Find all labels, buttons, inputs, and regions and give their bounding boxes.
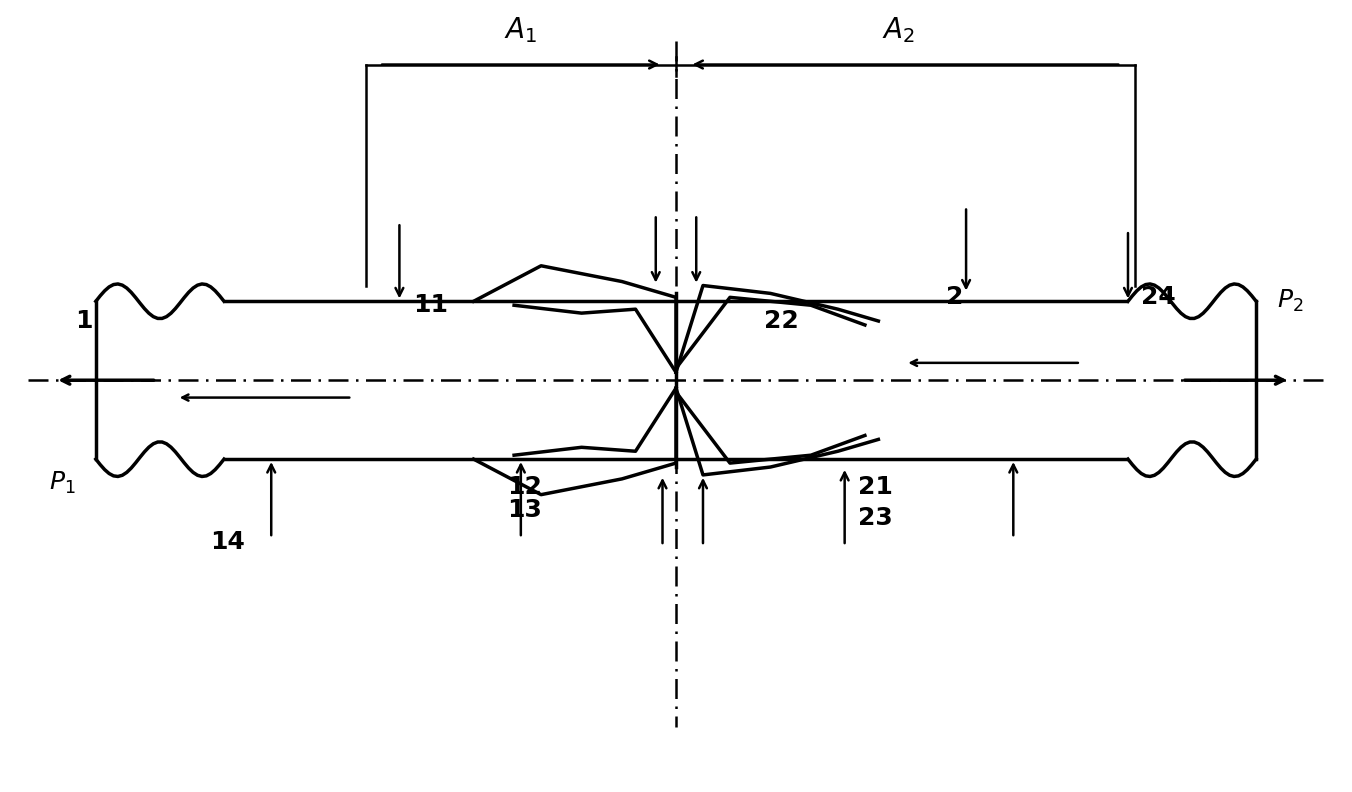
Text: 22: 22 — [764, 309, 799, 333]
Text: 14: 14 — [211, 530, 246, 554]
Text: $A_1$: $A_1$ — [504, 15, 537, 45]
Text: 1: 1 — [76, 309, 93, 333]
Text: $P_1$: $P_1$ — [49, 470, 76, 496]
Text: 13: 13 — [507, 498, 542, 523]
Text: $A_2$: $A_2$ — [883, 15, 915, 45]
Text: $P_2$: $P_2$ — [1276, 288, 1303, 314]
Text: 2: 2 — [946, 285, 963, 310]
Text: 24: 24 — [1141, 285, 1176, 310]
Text: 23: 23 — [859, 506, 892, 531]
Text: 11: 11 — [412, 293, 448, 318]
Text: 21: 21 — [859, 474, 894, 499]
Text: 12: 12 — [507, 474, 542, 499]
